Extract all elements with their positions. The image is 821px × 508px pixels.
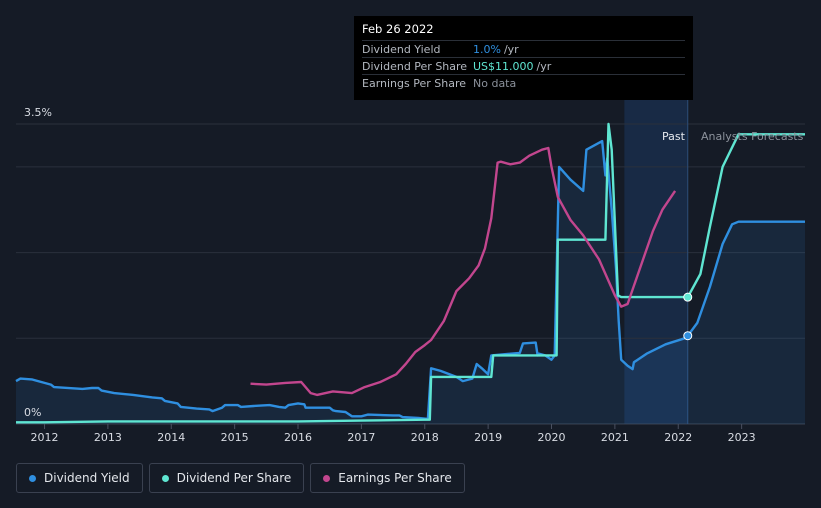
x-axis-ticks: 2012 2013 2014 2015 2016 2017 2018 2019 2020 2021… xyxy=(31,424,756,444)
legend-label: Dividend Per Share xyxy=(176,471,292,485)
y-tick-top: 3.5% xyxy=(24,106,52,119)
tooltip-date: Feb 26 2022 xyxy=(362,22,434,36)
x-tick-label: 2021 xyxy=(601,431,629,444)
chart-tooltip: Feb 26 2022 Dividend Yield 1.0% /yr Divi… xyxy=(354,16,693,100)
forecast-label: Analysts Forecasts xyxy=(701,130,804,143)
x-tick-label: 2015 xyxy=(221,431,249,444)
tooltip-suffix: /yr xyxy=(536,59,552,73)
tooltip-row-dividend-per-share: Dividend Per Share US$11.000 /yr xyxy=(362,57,685,74)
series-lines xyxy=(15,122,805,424)
x-tick-label: 2020 xyxy=(538,431,566,444)
chart-legend: Dividend Yield Dividend Per Share Earnin… xyxy=(16,463,465,493)
tooltip-label: Dividend Per Share xyxy=(362,59,468,73)
tooltip-row-dividend-yield: Dividend Yield 1.0% /yr xyxy=(362,40,685,57)
series-area-0 xyxy=(16,141,805,424)
legend-dot-icon xyxy=(323,474,331,482)
past-label: Past xyxy=(662,130,685,143)
series-line-dividend-yield xyxy=(15,139,805,421)
legend-dividend-per-share[interactable]: Dividend Per Share xyxy=(148,463,305,493)
gridlines xyxy=(16,98,805,425)
tooltip-row-earnings-per-share: Earnings Per Share No data xyxy=(362,74,685,91)
tooltip-value: No data xyxy=(473,76,517,90)
y-tick-bottom: 0% xyxy=(24,406,42,419)
legend-earnings-per-share[interactable]: Earnings Per Share xyxy=(310,463,465,493)
tooltip-label: Earnings Per Share xyxy=(362,76,467,90)
x-tick-label: 2017 xyxy=(347,431,375,444)
legend-dot-icon xyxy=(161,474,169,482)
tooltip-suffix: /yr xyxy=(503,42,519,56)
legend-label: Earnings Per Share xyxy=(338,471,452,485)
tooltip-label: Dividend Yield xyxy=(362,42,441,56)
legend-label: Dividend Yield xyxy=(44,471,130,485)
past-region xyxy=(624,98,688,424)
series-line-dividend-per-share xyxy=(16,122,805,424)
series-markers xyxy=(683,292,693,341)
legend-dividend-yield[interactable]: Dividend Yield xyxy=(16,463,143,493)
series-areas xyxy=(16,141,805,424)
tooltip-value: US$11.000 xyxy=(473,59,534,73)
x-tick-label: 2023 xyxy=(728,431,756,444)
x-tick-label: 2012 xyxy=(31,431,59,444)
x-tick-label: 2019 xyxy=(474,431,502,444)
marker-point-0 xyxy=(683,331,693,341)
series-line-earnings-per-share xyxy=(250,146,677,397)
marker-point-1 xyxy=(683,292,693,302)
x-tick-label: 2013 xyxy=(94,431,122,444)
x-tick-label: 2022 xyxy=(664,431,692,444)
legend-dot-icon xyxy=(29,474,36,482)
x-tick-label: 2014 xyxy=(157,431,185,444)
x-tick-label: 2016 xyxy=(284,431,312,444)
x-tick-label: 2018 xyxy=(411,431,439,444)
tooltip-value: 1.0% xyxy=(473,42,501,56)
